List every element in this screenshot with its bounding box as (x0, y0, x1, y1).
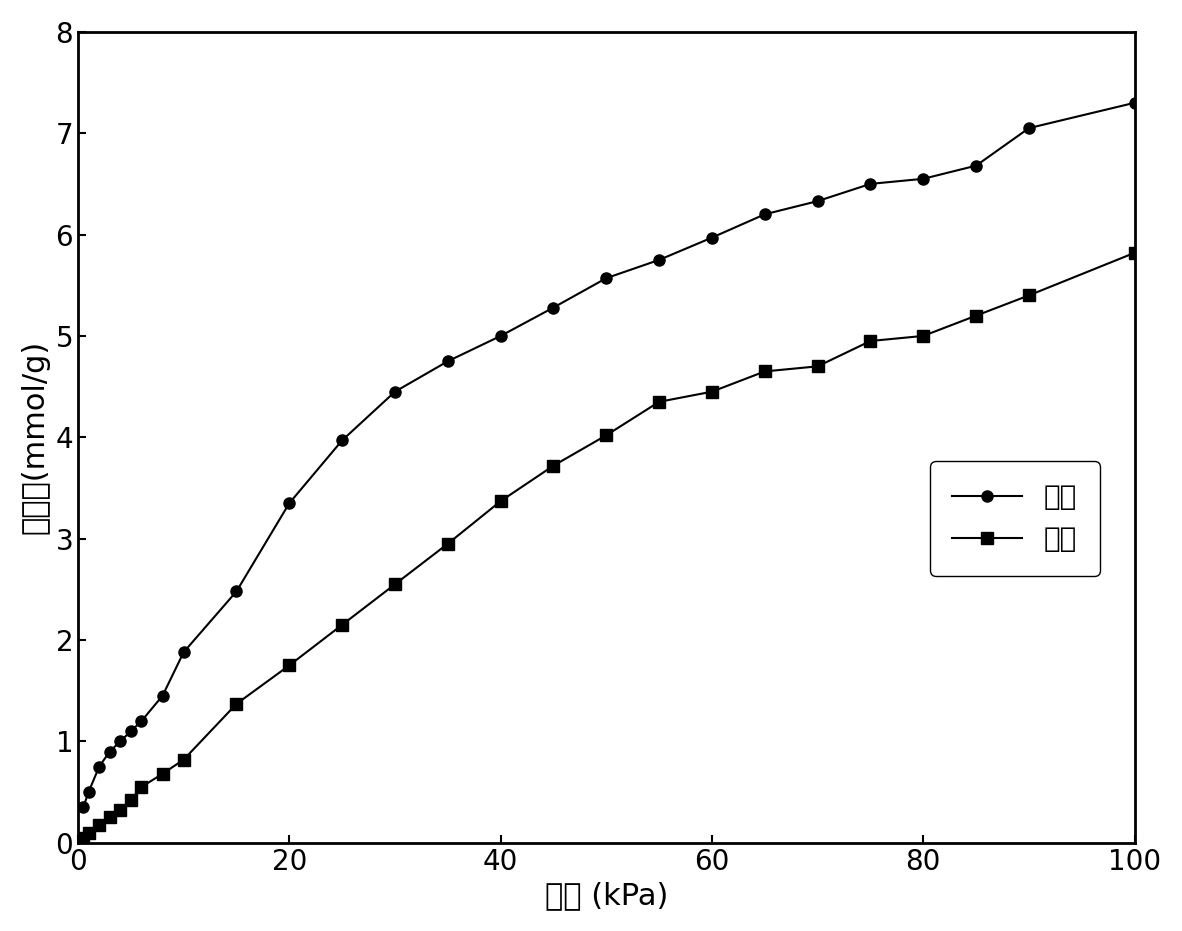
乙烷 (863, 179, 877, 190)
乙烷 (1128, 97, 1142, 108)
乙烯 (335, 619, 349, 630)
Line: 乙烯: 乙烯 (78, 248, 1141, 843)
乙烷 (92, 762, 106, 773)
乙烷 (176, 647, 190, 658)
乙烷 (135, 716, 149, 727)
乙烯 (916, 331, 930, 342)
乙烷 (441, 356, 455, 367)
Legend: 乙烷, 乙烯: 乙烷, 乙烯 (930, 461, 1099, 575)
乙烷 (969, 160, 983, 171)
乙烷 (546, 302, 560, 313)
乙烯 (124, 794, 138, 805)
Y-axis label: 吸附量(mmol/g): 吸附量(mmol/g) (21, 340, 50, 534)
乙烯 (82, 827, 96, 838)
乙烷 (811, 196, 825, 207)
乙烯 (546, 460, 560, 471)
X-axis label: 压力 (kPa): 压力 (kPa) (545, 881, 668, 911)
乙烷 (76, 802, 90, 813)
乙烯 (92, 819, 106, 830)
乙烯 (599, 430, 613, 441)
乙烯 (229, 698, 243, 709)
乙烷 (599, 273, 613, 284)
乙烷 (916, 173, 930, 184)
乙烷 (282, 497, 297, 508)
乙烯 (176, 754, 190, 765)
乙烯 (156, 768, 170, 779)
乙烷 (652, 254, 667, 265)
乙烯 (704, 386, 719, 398)
乙烷 (103, 746, 117, 757)
乙烷 (113, 735, 128, 747)
乙烯 (969, 310, 983, 321)
乙烯 (135, 781, 149, 792)
乙烷 (1022, 123, 1037, 134)
乙烷 (494, 331, 508, 342)
乙烯 (494, 495, 508, 506)
乙烯 (1022, 290, 1037, 301)
乙烷 (124, 725, 138, 736)
乙烷 (758, 209, 772, 220)
乙烯 (441, 538, 455, 549)
乙烯 (388, 579, 402, 590)
乙烷 (229, 586, 243, 597)
乙烯 (1128, 248, 1142, 259)
乙烯 (863, 335, 877, 346)
乙烯 (103, 812, 117, 823)
乙烯 (811, 360, 825, 371)
乙烯 (758, 366, 772, 377)
乙烯 (282, 660, 297, 671)
乙烷 (82, 787, 96, 798)
乙烷 (156, 690, 170, 701)
Line: 乙烷: 乙烷 (78, 97, 1141, 813)
乙烷 (335, 435, 349, 446)
乙烷 (388, 386, 402, 398)
乙烯 (113, 804, 128, 816)
乙烯 (652, 397, 667, 408)
乙烯 (76, 832, 90, 843)
乙烷 (704, 232, 719, 243)
